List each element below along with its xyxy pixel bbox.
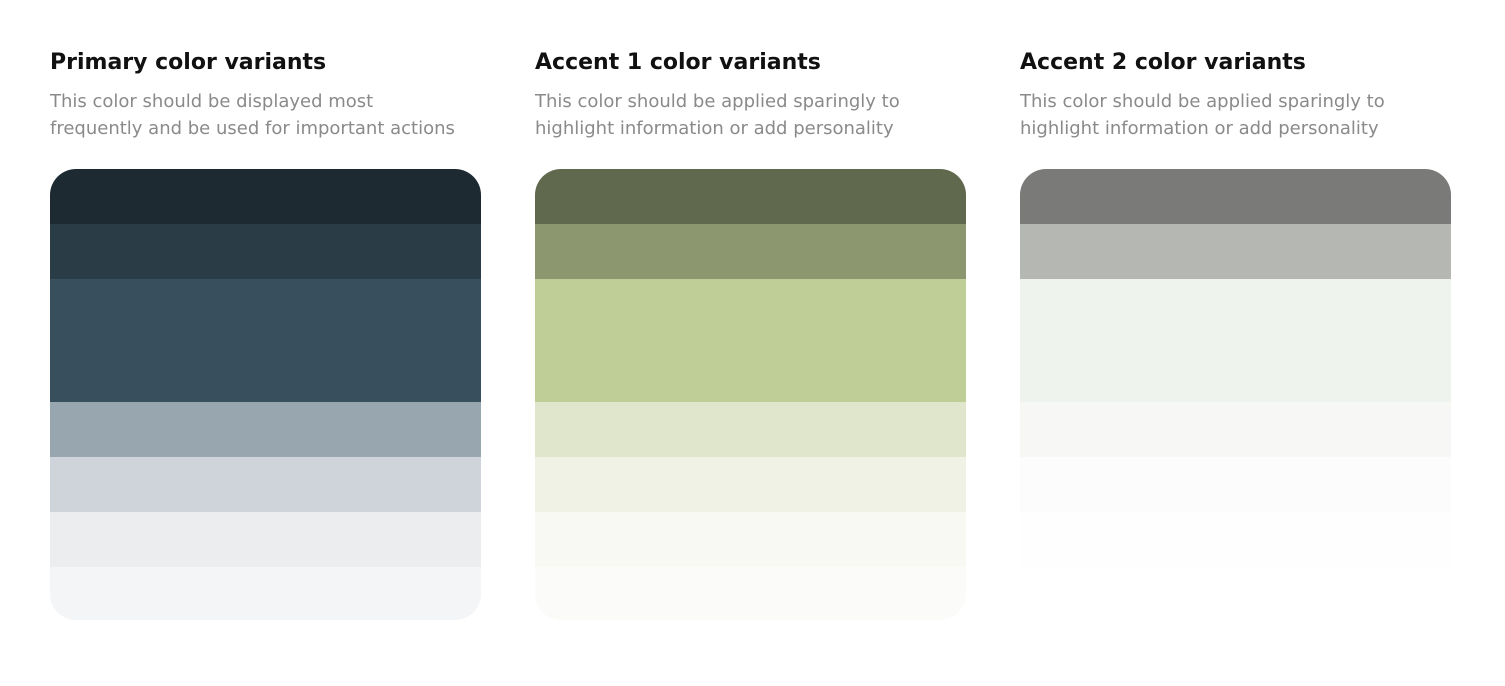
swatch-50	[50, 402, 481, 457]
swatch-30	[50, 457, 481, 512]
swatch-stack	[535, 169, 966, 620]
swatch-stack	[1020, 169, 1451, 620]
swatch-10	[50, 512, 481, 567]
swatch-30	[535, 457, 966, 512]
swatch-50	[535, 402, 966, 457]
swatch-5	[1020, 567, 1451, 620]
swatch-100	[535, 169, 966, 224]
palette-accent-2: Accent 2 color variants This color shoul…	[1020, 48, 1451, 620]
swatch-5	[535, 567, 966, 620]
swatch-10	[1020, 512, 1451, 567]
palette-description: This color should be applied sparingly t…	[1020, 91, 1385, 139]
palette-title: Accent 1 color variants	[535, 50, 821, 75]
swatch-10	[535, 512, 966, 567]
palette-description: This color should be displayed most freq…	[50, 91, 455, 139]
swatch-5	[50, 567, 481, 620]
palette-title: Primary color variants	[50, 50, 327, 75]
palette-title: Accent 2 color variants	[1020, 50, 1306, 75]
swatch-stack	[50, 169, 481, 620]
swatch-90	[1020, 224, 1451, 279]
swatch-base	[50, 279, 481, 402]
palette-accent-1: Accent 1 color variants This color shoul…	[535, 48, 966, 620]
swatch-base	[535, 279, 966, 402]
palette-primary: Primary color variants This color should…	[50, 48, 481, 620]
swatch-90	[535, 224, 966, 279]
swatch-50	[1020, 402, 1451, 457]
swatch-30	[1020, 457, 1451, 512]
swatch-100	[1020, 169, 1451, 224]
swatch-90	[50, 224, 481, 279]
swatch-base	[1020, 279, 1451, 402]
palette-description: This color should be applied sparingly t…	[535, 91, 900, 139]
swatch-100	[50, 169, 481, 224]
